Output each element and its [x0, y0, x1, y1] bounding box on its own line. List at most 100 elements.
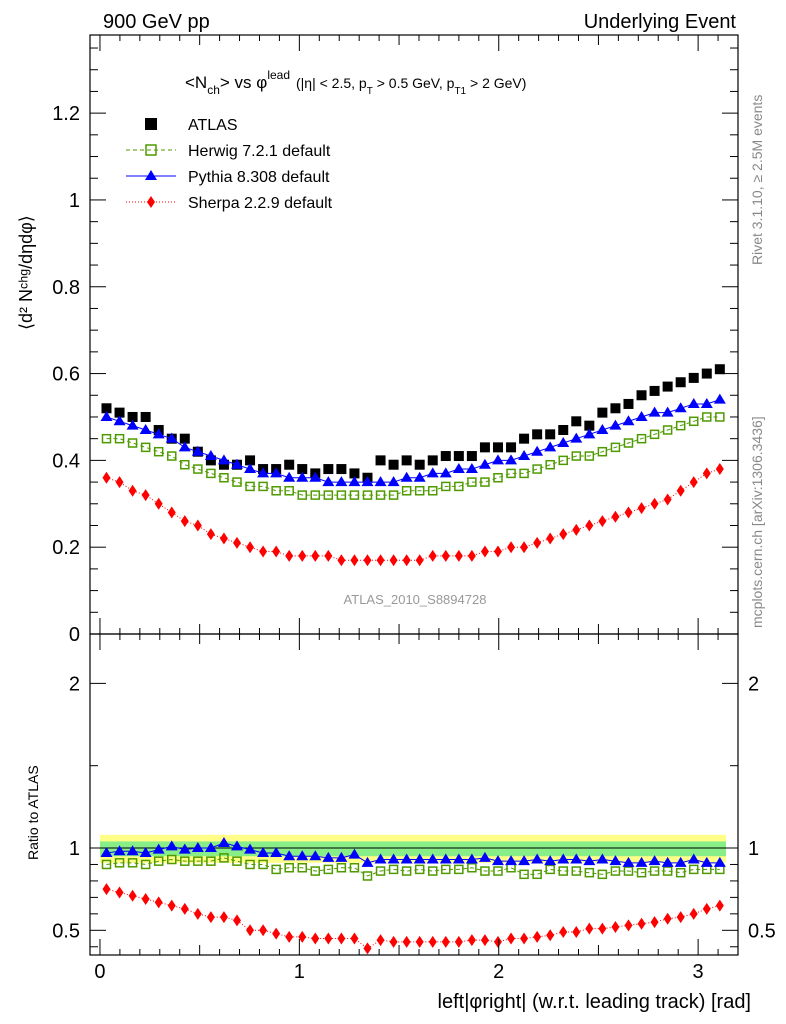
data-point [113, 415, 126, 426]
legend-marker [145, 170, 157, 180]
y-axis-label-main: ⟨d² Nᶜʰᵍ/dηdφ⟩ [16, 215, 36, 330]
ratio-point [126, 845, 139, 856]
y-tick-label: 1 [69, 190, 80, 212]
data-point [624, 506, 633, 519]
data-point [441, 481, 451, 492]
ratio-point [465, 853, 478, 864]
ratio-point [309, 850, 322, 861]
ratio-point [544, 855, 557, 866]
y-tick-label: 0.4 [52, 450, 80, 472]
ratio-point [257, 846, 270, 857]
ratio-point [491, 855, 504, 866]
ratio-point [101, 859, 112, 870]
ratio-point [348, 848, 361, 859]
ratio-point [361, 856, 374, 867]
ratio-point [153, 856, 164, 866]
data-point [572, 523, 581, 536]
data-point [376, 554, 385, 567]
ratio-point [324, 932, 333, 945]
ratio-point [583, 855, 596, 866]
data-point [465, 463, 478, 474]
ratio-point [636, 867, 647, 878]
data-point [635, 410, 648, 421]
ratio-point [715, 899, 724, 912]
ratio-point [284, 863, 294, 873]
data-point [687, 397, 700, 408]
data-point [324, 549, 333, 562]
ratio-point [635, 856, 648, 867]
data-point [531, 445, 544, 456]
data-point [153, 446, 164, 457]
data-point [478, 458, 491, 469]
ratio-y-tick-label: 2 [69, 673, 80, 695]
data-point [232, 536, 241, 549]
data-point [180, 515, 189, 528]
data-point [127, 438, 138, 448]
data-point [674, 402, 687, 413]
data-point [689, 476, 698, 489]
ratio-y-tick-label-right: 1 [748, 838, 759, 860]
data-point [140, 411, 151, 422]
data-point [193, 519, 202, 532]
data-point [298, 549, 307, 562]
data-point [700, 397, 713, 408]
ratio-point [388, 864, 399, 875]
ratio-point [441, 864, 451, 875]
ratio-point [700, 856, 713, 867]
data-point [374, 476, 387, 487]
series-line [106, 416, 720, 496]
ratio-point [611, 921, 620, 934]
data-point [610, 442, 621, 453]
data-point [100, 410, 113, 421]
data-point [713, 393, 726, 404]
ratio-point [702, 902, 711, 915]
ratio-point [219, 853, 229, 863]
ratio-point [572, 925, 581, 938]
data-point [558, 424, 569, 435]
ratio-point [191, 842, 204, 852]
ratio-y-tick-label: 0.5 [52, 920, 80, 942]
data-point [479, 442, 490, 453]
ratio-point [298, 930, 307, 943]
header-right: Underlying Event [584, 11, 737, 33]
data-point [701, 368, 712, 379]
ratio-point [637, 917, 646, 930]
legend-label: ATLAS [188, 117, 238, 134]
ratio-point [114, 858, 125, 868]
x-tick-label: 3 [693, 961, 704, 983]
ratio-point [232, 856, 242, 866]
legend: ATLAS Herwig 7.2.1 default Pythia 8.308 de… [126, 117, 333, 212]
ratio-point [165, 840, 178, 851]
ratio-point [115, 886, 124, 899]
data-point [272, 545, 281, 558]
ratio-point [623, 866, 634, 876]
data-point [270, 467, 283, 478]
data-point [219, 532, 228, 545]
legend-label: Sherpa 2.2.9 default [188, 195, 333, 212]
ratio-point [454, 864, 464, 875]
legend-marker [147, 196, 155, 208]
ratio-point [570, 853, 583, 864]
ratio-point [335, 851, 348, 862]
rivet-label: Rivet 3.1.10, ≥ 2.5M events [749, 95, 765, 265]
ratio-point [100, 846, 113, 857]
ratio-point [598, 922, 607, 935]
data-point [180, 459, 190, 470]
data-point [636, 390, 647, 401]
data-point [219, 472, 229, 483]
ratio-point [415, 935, 424, 948]
ratio-point [650, 916, 659, 929]
y-tick-label: 0.2 [52, 537, 80, 559]
header-left: 900 GeV pp [103, 11, 210, 33]
ratio-point [166, 854, 177, 865]
data-point [532, 429, 543, 440]
ratio-point [362, 871, 373, 881]
data-point [388, 459, 399, 470]
legend-marker [145, 118, 157, 130]
ratio-point [259, 924, 268, 937]
ratio-point [363, 942, 372, 955]
ratio-point [480, 866, 490, 876]
legend-label: Herwig 7.2.1 default [188, 143, 331, 160]
ratio-point [518, 855, 531, 866]
data-point [636, 433, 647, 444]
